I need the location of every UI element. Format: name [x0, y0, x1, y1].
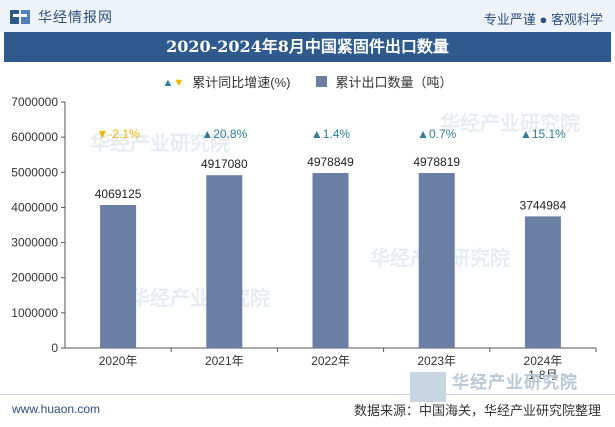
yoy-label: ▲0.7%	[417, 127, 457, 141]
top-bar: 华经情报网 专业严谨 ● 客观科学	[0, 0, 615, 32]
footer-url: www.huaon.com	[12, 402, 101, 416]
yoy-label: ▲1.4%	[311, 127, 351, 141]
bar-swatch-icon	[316, 76, 328, 87]
data-label: 4978849	[307, 155, 354, 169]
legend-item-yoy: ▲▼ 累计同比增速(%)	[162, 72, 290, 91]
y-tick-label: 2000000	[11, 271, 58, 285]
legend-label-volume: 累计出口数量（吨）	[335, 75, 453, 90]
data-label: 4069125	[95, 187, 142, 201]
yoy-label: ▲15.1%	[520, 127, 566, 141]
x-tick-label: 2021年	[205, 354, 244, 368]
up-triangle-icon: ▲	[162, 77, 174, 89]
x-tick-label: 2024年	[524, 354, 563, 368]
data-label: 3744984	[520, 198, 567, 212]
down-triangle-icon: ▼	[173, 77, 185, 89]
watermark-text-2: 华经产业研究院	[130, 286, 270, 310]
bar	[524, 216, 561, 348]
bar	[100, 204, 137, 348]
brand-name: 华经情报网	[38, 9, 113, 25]
y-tick-label: 1000000	[11, 306, 58, 320]
legend: ▲▼ 累计同比增速(%) 累计出口数量（吨）	[0, 72, 615, 91]
watermark-text: 华经产业研究院	[452, 373, 578, 392]
y-tick-label: 7000000	[11, 95, 58, 109]
y-tick-label: 4000000	[11, 200, 58, 214]
y-tick-label: 0	[51, 341, 58, 355]
x-tick-label: 2023年	[417, 354, 456, 368]
logo-icon	[10, 10, 30, 24]
tagline: 专业严谨 ● 客观科学	[483, 12, 603, 27]
chart-title: 2020-2024年8月中国紧固件出口数量	[4, 32, 611, 62]
data-label: 4917080	[201, 157, 248, 171]
data-label: 4978819	[413, 155, 460, 169]
brand: 华经情报网	[10, 7, 113, 27]
legend-label-yoy: 累计同比增速(%)	[192, 75, 291, 90]
y-tick-label: 3000000	[11, 236, 58, 250]
yoy-label: ▲20.8%	[201, 127, 247, 141]
watermark-logo-icon	[410, 372, 446, 402]
legend-triangle-icons: ▲▼	[162, 74, 184, 89]
y-tick-label: 6000000	[11, 130, 58, 144]
x-tick-label: 2022年	[311, 354, 350, 368]
x-tick-label: 1-8月	[528, 368, 557, 382]
watermark-text-0: 华经产业研究院	[90, 131, 230, 155]
footer-divider	[0, 394, 615, 395]
legend-item-volume: 累计出口数量（吨）	[316, 72, 453, 91]
watermark-text-3: 华经产业研究院	[440, 111, 580, 135]
yoy-label: ▼-2.1%	[96, 127, 140, 141]
bar	[206, 175, 243, 348]
x-tick-label: 2020年	[99, 354, 138, 368]
footer-source: 数据来源：中国海关，华经产业研究院整理	[353, 403, 601, 418]
y-tick-label: 5000000	[11, 165, 58, 179]
bar	[312, 173, 349, 348]
bar	[418, 173, 455, 348]
